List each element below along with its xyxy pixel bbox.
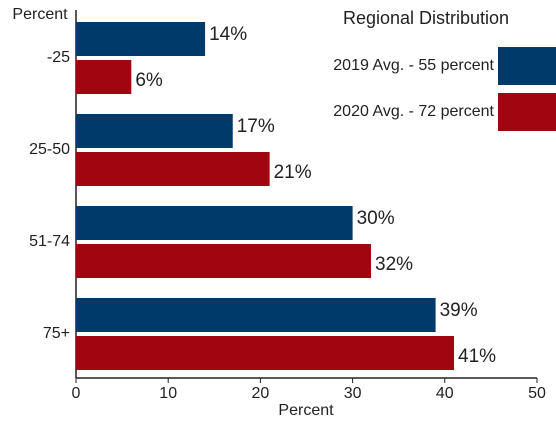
- value-label: 17%: [237, 116, 275, 137]
- y-tick-label: 25-50: [29, 141, 70, 158]
- value-label: 39%: [440, 300, 478, 321]
- bar: [76, 206, 353, 240]
- bar: [76, 152, 270, 186]
- bar: [76, 60, 132, 94]
- x-tick-label: 40: [436, 385, 454, 402]
- x-tick-label: 20: [252, 385, 270, 402]
- bar: [76, 22, 206, 56]
- legend-label: 2019 Avg. - 55 percent: [333, 57, 494, 74]
- value-label: 41%: [458, 346, 496, 367]
- bar: [76, 244, 372, 278]
- legend-label: 2020 Avg. - 72 percent: [333, 103, 494, 120]
- y-tick-label: -25: [47, 49, 70, 66]
- bar: [76, 298, 436, 332]
- y-tick-label: 51-74: [29, 233, 70, 250]
- legend-title: Regional Distribution: [343, 8, 509, 28]
- x-tick-label: 10: [159, 385, 177, 402]
- value-label: 6%: [135, 70, 163, 91]
- value-label: 32%: [375, 254, 413, 275]
- y-axis-label: Percent: [12, 6, 68, 23]
- value-label: 14%: [209, 24, 247, 45]
- legend-swatch: [498, 47, 556, 85]
- value-label: 21%: [274, 162, 312, 183]
- x-tick-label: 0: [72, 385, 81, 402]
- bar: [76, 336, 455, 370]
- legend-swatch: [498, 93, 556, 131]
- x-tick-label: 50: [528, 385, 546, 402]
- x-axis-label: Percent: [278, 402, 334, 419]
- bar: [76, 114, 233, 148]
- x-tick-label: 30: [344, 385, 362, 402]
- y-tick-label: 75+: [43, 325, 70, 342]
- value-label: 30%: [357, 208, 395, 229]
